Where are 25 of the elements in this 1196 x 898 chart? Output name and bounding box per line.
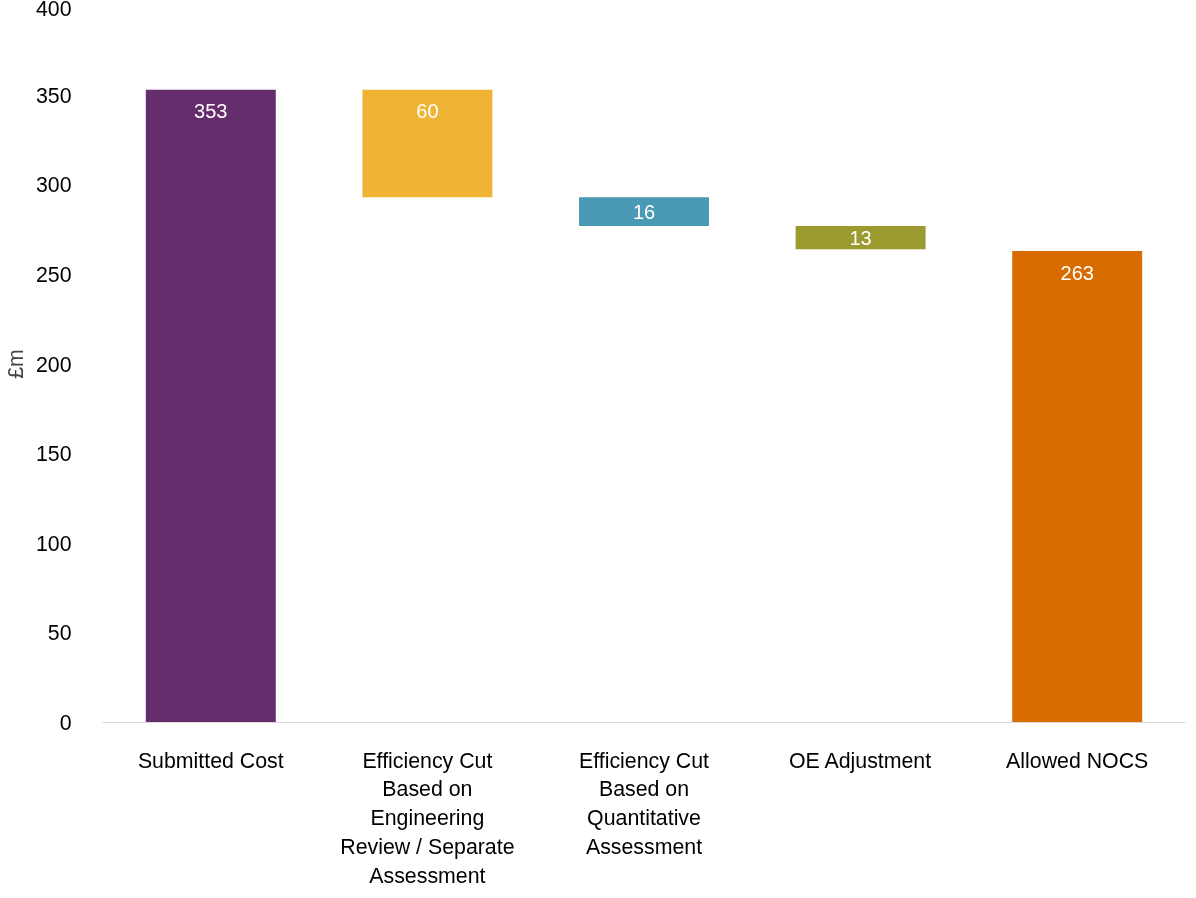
data-label: 353 [194, 100, 228, 123]
bar [362, 89, 493, 198]
x-tick-label: Efficiency Cut Based on Quantitative Assessment [579, 748, 710, 859]
x-tick-label: OE Adjustment [788, 748, 932, 773]
data-label: 13 [849, 226, 872, 249]
y-tick-label: 0 [59, 711, 72, 735]
x-tick-label: Efficiency Cut Based on Engineering Review / Separate Assessment [340, 748, 515, 888]
x-tick-label: Allowed NOCS [1006, 748, 1149, 773]
bar [795, 225, 926, 250]
bar [145, 89, 276, 723]
y-tick-label: 250 [35, 262, 72, 287]
y-tick-label: 50 [47, 621, 72, 646]
y-tick-label: 150 [35, 442, 72, 467]
y-tick-label: 400 [35, 0, 72, 21]
y-tick-label: 350 [35, 83, 72, 108]
y-tick-label: 300 [35, 173, 72, 198]
y-axis-title: £m [3, 349, 28, 379]
data-label: 263 [1060, 261, 1094, 284]
data-label: 16 [632, 200, 656, 223]
bar [1012, 251, 1143, 723]
data-label: 60 [416, 100, 439, 123]
x-tick-label: Submitted Cost [137, 748, 284, 773]
y-tick-label: 200 [35, 352, 72, 377]
y-tick-label: 100 [35, 531, 72, 556]
bar [579, 197, 709, 226]
